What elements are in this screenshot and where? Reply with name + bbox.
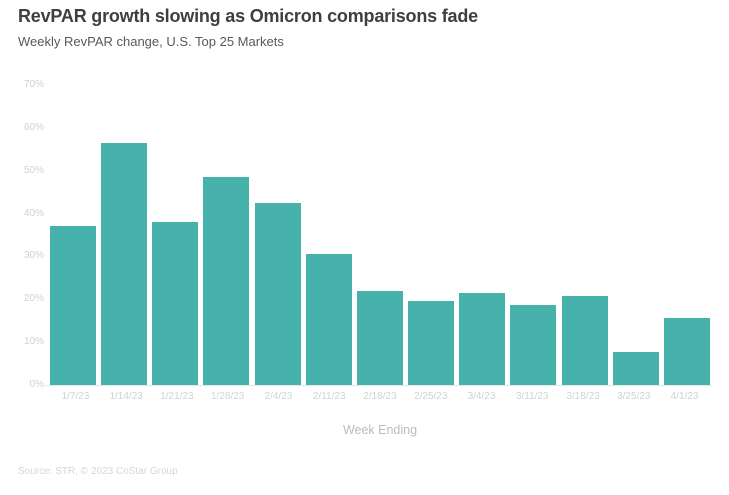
bar-1/14/23 xyxy=(101,142,148,385)
y-tick-label: 20% xyxy=(23,293,44,305)
y-tick-label: 60% xyxy=(23,121,44,133)
x-tick-label: 2/18/23 xyxy=(363,391,397,402)
bar-4/1/23 xyxy=(663,318,710,385)
x-tick-label: 1/21/23 xyxy=(160,391,194,402)
x-tick-label: 2/11/23 xyxy=(312,391,346,402)
x-tick-label: 2/25/23 xyxy=(414,391,448,402)
y-tick-label: 10% xyxy=(23,336,44,348)
source-note: Source: STR, © 2023 CoStar Group xyxy=(18,466,178,477)
y-tick-label: 50% xyxy=(23,164,44,176)
x-tick-label: 3/25/23 xyxy=(617,391,651,402)
bar-3/11/23 xyxy=(510,304,557,385)
bar-1/21/23 xyxy=(152,222,199,385)
x-axis-title: Week Ending xyxy=(342,423,418,437)
bar-1/7/23 xyxy=(50,226,96,385)
x-tick-label: 3/18/23 xyxy=(566,391,600,402)
y-tick-label: 70% xyxy=(23,79,44,90)
bar-2/25/23 xyxy=(408,301,455,385)
x-tick-label: 4/1/23 xyxy=(670,391,699,402)
x-tick-label: 3/11/23 xyxy=(515,391,549,402)
x-axis-labels: 1/7/23 1/14/23 1/21/23 1/28/23 2/4/23 2/11/23… xyxy=(50,391,710,402)
x-tick-label: 1/28/23 xyxy=(210,391,245,402)
chart-title: RevPAR growth slowing as Omicron compari… xyxy=(18,6,478,26)
bar-2/4/23 xyxy=(254,202,301,385)
bar-2/11/23 xyxy=(305,254,352,385)
plot-area xyxy=(50,85,710,385)
bar-3/18/23 xyxy=(561,296,608,385)
x-tick-label: 1/14/23 xyxy=(109,391,143,402)
y-tick-label: 30% xyxy=(23,250,44,262)
bar-2/18/23 xyxy=(356,290,403,385)
bar-1/28/23 xyxy=(203,177,250,385)
x-tick-label: 3/4/23 xyxy=(467,391,496,402)
x-tick-label: 1/7/23 xyxy=(61,391,90,402)
bar-3/25/23 xyxy=(612,352,659,385)
y-tick-label: 0% xyxy=(29,379,44,390)
y-tick-label: 40% xyxy=(23,207,44,219)
x-tick-label: 2/4/23 xyxy=(264,391,293,402)
x-axis-line xyxy=(45,385,713,386)
bar-3/4/23 xyxy=(459,292,506,385)
chart-subtitle: Weekly RevPAR change, U.S. Top 25 Market… xyxy=(18,34,284,49)
